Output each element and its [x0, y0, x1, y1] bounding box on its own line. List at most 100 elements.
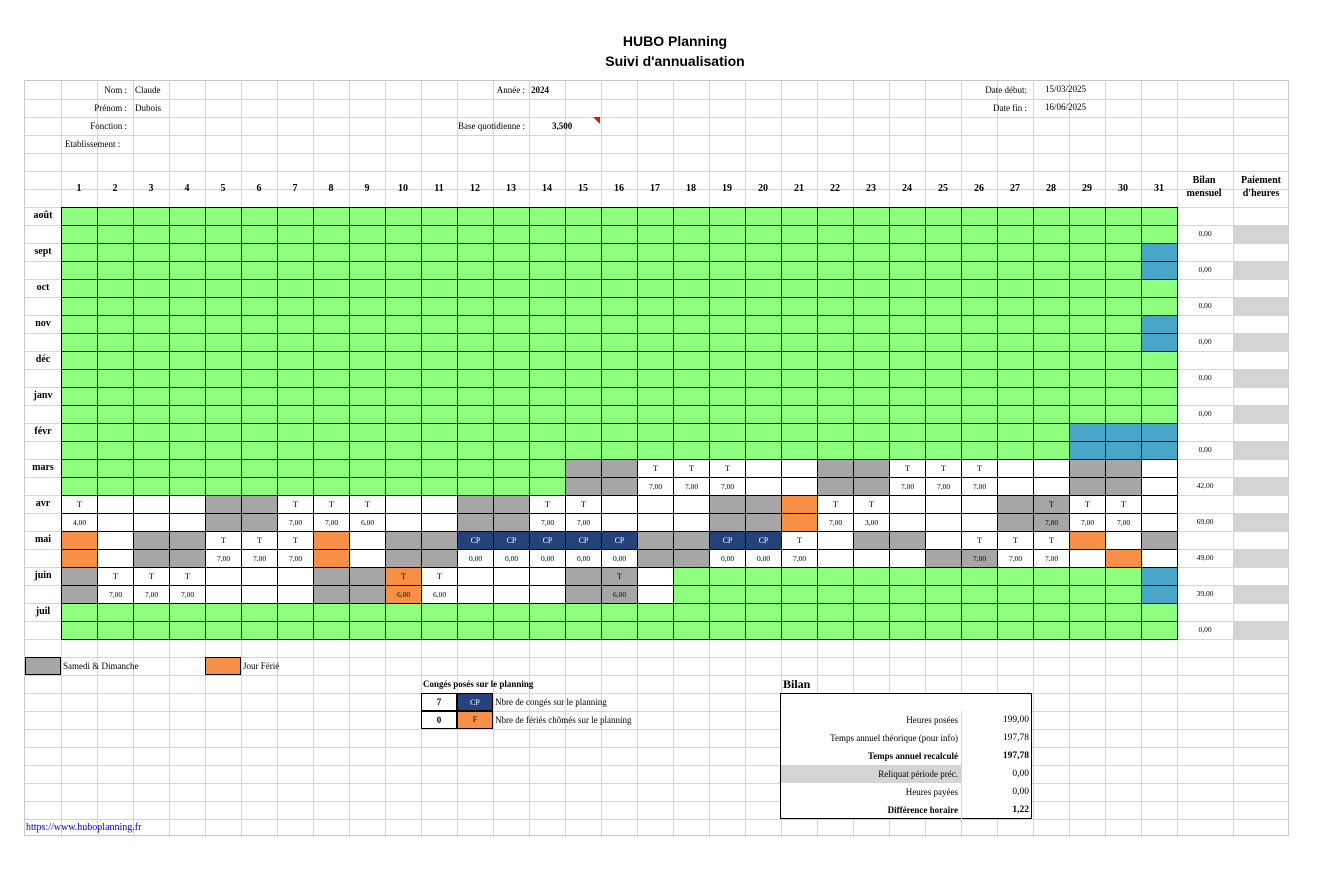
day-cell[interactable]: [961, 567, 998, 586]
day-cell[interactable]: T: [1105, 495, 1142, 514]
day-cell[interactable]: [493, 297, 530, 316]
day-cell[interactable]: [421, 279, 458, 298]
day-cell[interactable]: [61, 441, 98, 460]
day-cell[interactable]: [1069, 441, 1106, 460]
day-cell[interactable]: [781, 603, 818, 622]
day-cell[interactable]: [1141, 441, 1178, 460]
day-cell[interactable]: [1105, 585, 1142, 604]
day-cell[interactable]: [781, 369, 818, 388]
day-cell[interactable]: [241, 585, 278, 604]
day-cell[interactable]: [601, 459, 638, 478]
day-cell[interactable]: [673, 513, 710, 532]
day-cell[interactable]: [97, 315, 134, 334]
day-cell[interactable]: [709, 297, 746, 316]
day-cell[interactable]: [1105, 603, 1142, 622]
day-cell[interactable]: [1105, 297, 1142, 316]
day-cell[interactable]: [781, 441, 818, 460]
day-cell[interactable]: [673, 297, 710, 316]
paiement-cell[interactable]: [1234, 334, 1289, 351]
day-cell[interactable]: [205, 243, 242, 262]
day-cell[interactable]: [745, 621, 782, 640]
day-cell[interactable]: [61, 585, 98, 604]
day-cell[interactable]: [1069, 423, 1106, 442]
day-cell[interactable]: [709, 441, 746, 460]
day-cell[interactable]: [817, 279, 854, 298]
day-cell[interactable]: [601, 621, 638, 640]
day-cell[interactable]: [1141, 621, 1178, 640]
day-cell[interactable]: [349, 387, 386, 406]
day-cell[interactable]: [205, 459, 242, 478]
day-cell[interactable]: [457, 567, 494, 586]
day-cell[interactable]: [421, 261, 458, 280]
day-cell[interactable]: [853, 387, 890, 406]
day-cell[interactable]: [1069, 477, 1106, 496]
day-cell[interactable]: [205, 297, 242, 316]
day-cell[interactable]: [385, 315, 422, 334]
day-cell[interactable]: [853, 351, 890, 370]
day-cell[interactable]: [133, 405, 170, 424]
day-cell[interactable]: [997, 621, 1034, 640]
day-cell[interactable]: [241, 243, 278, 262]
day-cell[interactable]: [709, 315, 746, 334]
day-cell[interactable]: [637, 351, 674, 370]
day-cell[interactable]: [565, 333, 602, 352]
day-cell[interactable]: [817, 549, 854, 568]
day-cell[interactable]: [637, 567, 674, 586]
day-cell[interactable]: [853, 225, 890, 244]
day-cell[interactable]: [169, 459, 206, 478]
day-cell[interactable]: [673, 333, 710, 352]
day-cell[interactable]: [421, 459, 458, 478]
day-cell[interactable]: [1141, 405, 1178, 424]
day-cell[interactable]: [349, 207, 386, 226]
day-cell[interactable]: [493, 315, 530, 334]
day-cell[interactable]: [241, 621, 278, 640]
day-cell[interactable]: [421, 531, 458, 550]
day-cell[interactable]: [169, 333, 206, 352]
day-cell[interactable]: [889, 513, 926, 532]
day-cell[interactable]: [709, 495, 746, 514]
day-cell[interactable]: [205, 387, 242, 406]
day-cell[interactable]: [781, 225, 818, 244]
day-cell[interactable]: [745, 207, 782, 226]
day-cell[interactable]: [709, 333, 746, 352]
day-cell[interactable]: [1141, 369, 1178, 388]
day-cell[interactable]: [421, 297, 458, 316]
website-link[interactable]: https://www.huboplanning.fr: [26, 819, 141, 837]
day-cell[interactable]: [169, 225, 206, 244]
day-cell[interactable]: [277, 261, 314, 280]
day-cell[interactable]: [97, 243, 134, 262]
day-cell[interactable]: [889, 333, 926, 352]
day-cell[interactable]: [745, 459, 782, 478]
day-cell[interactable]: [133, 261, 170, 280]
day-cell[interactable]: [1033, 459, 1070, 478]
day-cell[interactable]: [349, 441, 386, 460]
day-cell[interactable]: [997, 279, 1034, 298]
day-cell[interactable]: [1069, 603, 1106, 622]
day-cell[interactable]: [853, 477, 890, 496]
day-cell[interactable]: CP: [709, 531, 746, 550]
day-cell[interactable]: [205, 279, 242, 298]
day-cell[interactable]: [961, 297, 998, 316]
day-cell[interactable]: CP: [565, 531, 602, 550]
day-cell[interactable]: 7,00: [133, 585, 170, 604]
day-cell[interactable]: [925, 441, 962, 460]
day-cell[interactable]: [61, 333, 98, 352]
day-cell[interactable]: T: [565, 495, 602, 514]
day-cell[interactable]: [601, 495, 638, 514]
day-cell[interactable]: 7,00: [1033, 549, 1070, 568]
day-cell[interactable]: [457, 207, 494, 226]
day-cell[interactable]: [169, 495, 206, 514]
day-cell[interactable]: 7,00: [709, 477, 746, 496]
day-cell[interactable]: [385, 621, 422, 640]
day-cell[interactable]: [601, 441, 638, 460]
day-cell[interactable]: T: [709, 459, 746, 478]
day-cell[interactable]: [421, 351, 458, 370]
day-cell[interactable]: [493, 279, 530, 298]
day-cell[interactable]: [493, 459, 530, 478]
day-cell[interactable]: [997, 477, 1034, 496]
day-cell[interactable]: [313, 585, 350, 604]
day-cell[interactable]: [61, 369, 98, 388]
day-cell[interactable]: [1033, 603, 1070, 622]
day-cell[interactable]: [925, 225, 962, 244]
day-cell[interactable]: [457, 495, 494, 514]
